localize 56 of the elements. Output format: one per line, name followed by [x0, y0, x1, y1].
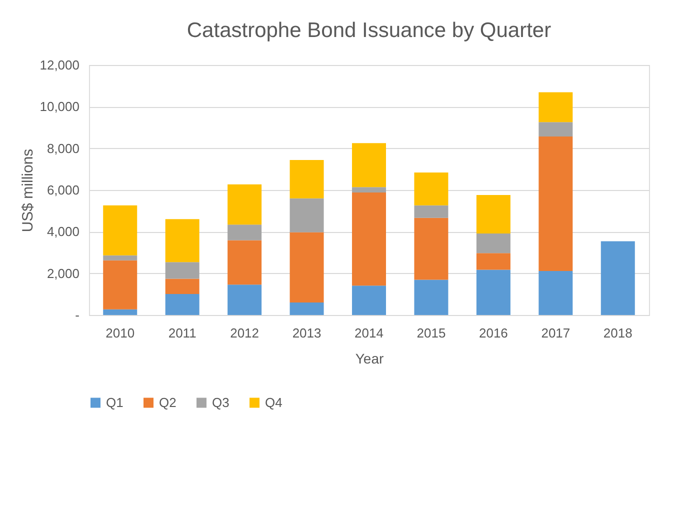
bar: [352, 286, 386, 315]
bar: [228, 184, 262, 225]
bar: [228, 240, 262, 285]
legend-label: Q2: [159, 394, 176, 410]
y-tick-label: 4,000: [46, 224, 80, 240]
bar: [352, 187, 386, 192]
x-tick-label: 2011: [168, 326, 196, 340]
x-tick-label: 2010: [106, 326, 135, 340]
bar: [476, 270, 510, 315]
x-tick-label: 2016: [478, 326, 508, 340]
bar: [414, 280, 448, 315]
y-tick-label: 2,000: [46, 266, 80, 281]
bar: [290, 160, 324, 198]
bar: [165, 278, 200, 294]
bar: [538, 122, 573, 136]
bar: [414, 205, 448, 218]
y-tick-label: 6,000: [46, 182, 80, 198]
bar: [103, 309, 138, 315]
bar: [538, 271, 573, 315]
x-tick-label: 2018: [603, 326, 632, 340]
bar: [476, 253, 510, 270]
bar: [290, 232, 324, 302]
bar: [165, 219, 200, 262]
bar: [228, 284, 262, 315]
bar: [414, 172, 448, 206]
bar: [103, 260, 138, 310]
y-tick-label: 12,000: [40, 58, 80, 72]
bar: [103, 205, 138, 256]
bar: [538, 92, 573, 122]
x-axis-title: Year: [355, 350, 384, 366]
bar: [352, 192, 386, 286]
bar: [165, 294, 200, 315]
legend-label: Q4: [265, 394, 282, 410]
x-tick-label: 2017: [541, 326, 570, 340]
bar: [228, 224, 262, 240]
x-tick-label: 2015: [416, 326, 446, 340]
bar: [103, 255, 138, 260]
y-axis-title: US$ millions: [20, 148, 37, 232]
bar: [352, 143, 386, 188]
bar: [290, 302, 324, 315]
bar: [476, 234, 510, 254]
legend-label: Q3: [212, 394, 230, 410]
bar: [600, 241, 635, 315]
bar: [414, 218, 448, 280]
bar: [476, 195, 510, 234]
y-tick-label: -: [75, 308, 80, 322]
x-tick-label: 2012: [230, 326, 260, 340]
x-tick-label: 2014: [354, 326, 384, 340]
chart-title: Catastrophe Bond Issuance by Quarter: [186, 19, 552, 42]
legend-label: Q1: [106, 394, 124, 410]
bar: [165, 262, 200, 279]
x-tick-label: 2013: [292, 326, 322, 340]
bar: [290, 198, 324, 232]
y-tick-label: 10,000: [40, 99, 80, 114]
y-tick-label: 8,000: [46, 140, 80, 156]
bar: [538, 136, 573, 272]
